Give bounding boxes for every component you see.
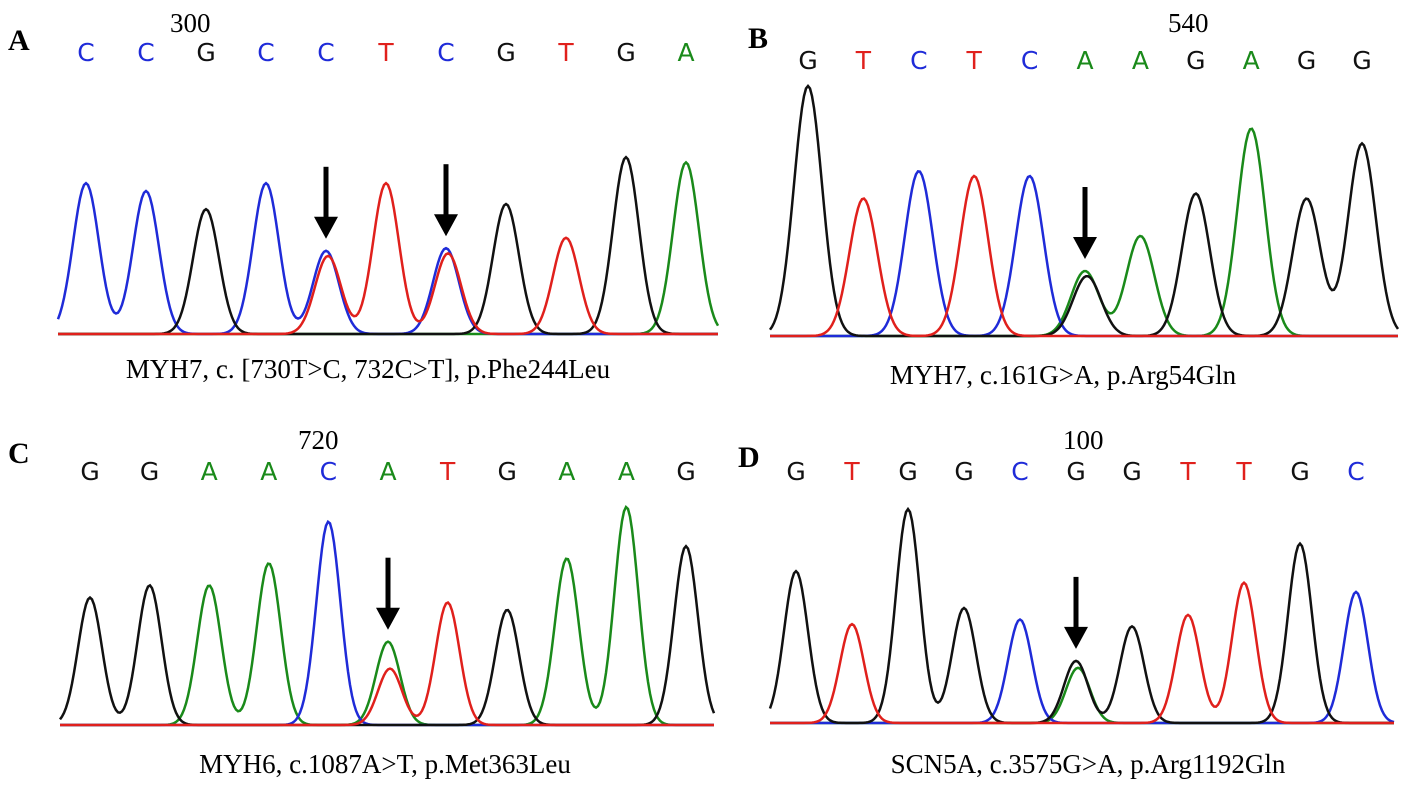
trace-t: [770, 580, 1394, 725]
mutation-arrow: [376, 557, 400, 630]
base-call-g: G: [139, 457, 160, 486]
base-call-g: G: [1352, 46, 1372, 75]
base-call-c: C: [437, 38, 455, 67]
base-call-g: G: [1122, 457, 1142, 486]
mutation-caption: MYH7, c.161G>A, p.Arg54Gln: [889, 360, 1237, 390]
trace-c: [56, 181, 718, 336]
mutation-caption: SCN5A, c.3575G>A, p.Arg1192Gln: [890, 749, 1286, 779]
mutation-arrow: [1064, 576, 1088, 649]
base-call-c: C: [910, 46, 928, 75]
base-call-c: C: [1347, 457, 1365, 486]
base-call-t: T: [1236, 457, 1252, 486]
panel-letter: C: [8, 437, 30, 470]
base-call-a: A: [677, 38, 695, 67]
base-call-g: G: [954, 457, 974, 486]
base-call-g: G: [196, 38, 216, 67]
base-call-a: A: [1131, 46, 1149, 75]
trace-g: [58, 155, 718, 336]
base-call-g: G: [1296, 46, 1317, 75]
chromatogram-trace: [768, 83, 1400, 338]
base-call-c: C: [77, 38, 95, 67]
panel-b: B 540 G T C T C A A G A G G MYH7, c.161G>A, p.Arg5…: [708, 0, 1417, 396]
base-call-g: G: [798, 46, 818, 75]
position-label: 300: [170, 8, 211, 38]
base-call-t: T: [844, 457, 860, 486]
trace-g: [768, 506, 1394, 725]
base-call-a: A: [200, 457, 218, 486]
panel-c: C 720 G G A A C A T G A A G MYH6, c.1087A>T, p.Met…: [0, 397, 716, 793]
base-call-g: G: [80, 457, 100, 486]
mutation-caption: MYH7, c. [730T>C, 732C>T], p.Phe244Leu: [125, 354, 611, 384]
base-call-t: T: [966, 46, 982, 75]
base-call-a: A: [1242, 46, 1260, 75]
base-call-a: A: [379, 457, 397, 486]
base-call-g: G: [1186, 46, 1206, 75]
position-label: 720: [298, 425, 339, 455]
mutation-arrow: [434, 164, 458, 237]
panel-letter: D: [738, 441, 760, 474]
base-call-g: G: [496, 38, 516, 67]
trace-t: [770, 174, 1398, 338]
chromatogram-trace: [768, 506, 1395, 725]
mutation-arrow: [1073, 187, 1097, 259]
base-call-c: C: [319, 457, 338, 486]
base-call-g: G: [898, 457, 918, 486]
base-call-a: A: [617, 457, 635, 486]
base-call-g: G: [786, 457, 806, 486]
trace-t: [58, 181, 718, 336]
base-call-c: C: [317, 38, 335, 67]
panel-letter: A: [8, 24, 30, 57]
base-call-a: A: [260, 457, 278, 486]
base-call-t: T: [1180, 457, 1196, 486]
base-call-c: C: [257, 38, 275, 67]
base-call-g: G: [676, 457, 696, 486]
position-label: 100: [1063, 425, 1104, 455]
trace-a: [770, 666, 1394, 725]
panel-letter: B: [748, 22, 769, 55]
base-call-t: T: [439, 457, 456, 486]
base-call-t: T: [855, 46, 872, 75]
base-call-a: A: [558, 457, 576, 486]
base-call-c: C: [1011, 457, 1029, 486]
base-call-g: G: [1066, 457, 1086, 486]
base-call-g: G: [1290, 457, 1310, 486]
trace-g: [768, 83, 1400, 338]
chromatogram-trace: [56, 155, 720, 336]
panel-a: A 300 C C G C C T C G T G A MYH7, c. [730T>C, 732C…: [0, 0, 720, 396]
base-call-c: C: [137, 38, 155, 67]
base-call-g: G: [616, 38, 636, 67]
position-label: 540: [1168, 8, 1209, 38]
base-call-c: C: [1020, 46, 1039, 75]
chromatogram-trace: [58, 505, 716, 727]
base-call-g: G: [497, 457, 517, 486]
base-call-a: A: [1076, 46, 1094, 75]
mutation-caption: MYH6, c.1087A>T, p.Met363Leu: [199, 749, 571, 779]
panel-d: D 100 G T G G C G G T T G C SCN5A, c.3575G>A, p.Ar…: [708, 397, 1417, 793]
mutation-arrow: [314, 166, 338, 239]
base-call-t: T: [378, 38, 394, 67]
base-call-t: T: [558, 38, 574, 67]
trace-t: [60, 601, 714, 727]
